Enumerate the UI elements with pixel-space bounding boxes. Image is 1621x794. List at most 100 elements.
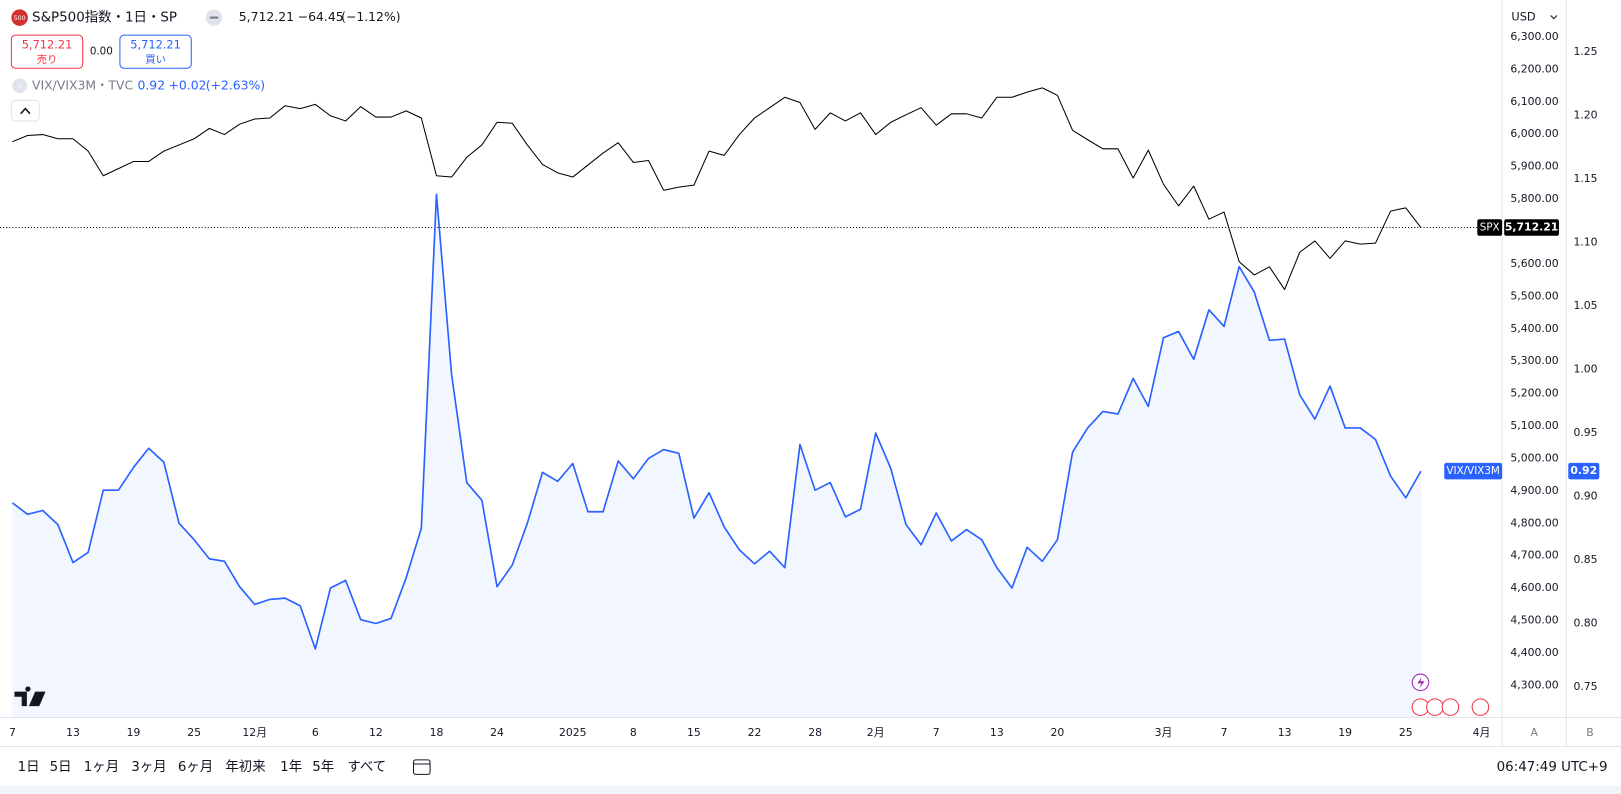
y-tick-label: 4,800.00: [1510, 516, 1558, 529]
y-tick-label: 6,300.00: [1510, 30, 1558, 43]
x-tick-label: 2025: [559, 726, 587, 739]
range-button[interactable]: 1年: [280, 759, 302, 775]
y2-tick-label: 0.85: [1573, 553, 1597, 566]
x-tick-label: 18: [430, 726, 444, 739]
price-change-pct: (−1.12%): [341, 9, 400, 24]
series-name: VIX/VIX3M: [1446, 465, 1499, 477]
axes: 4,300.00 4,400.00 4,500.00 4,600.00 4,700.00…: [9, 30, 1598, 739]
symbol-title[interactable]: S&P500指数・1日・SP: [32, 10, 177, 26]
clock[interactable]: 06:47:49 UTC+9: [1497, 760, 1608, 775]
y-tick-label: 5,900.00: [1510, 160, 1558, 173]
event-icon[interactable]: [1426, 698, 1444, 716]
range-button[interactable]: 1ヶ月: [84, 760, 119, 775]
last-value-label: 5,712.21: [1505, 221, 1559, 234]
range-button[interactable]: 年初来: [225, 759, 265, 775]
price: 5,712.21: [239, 9, 294, 24]
study-change: +0.02: [169, 77, 207, 92]
x-tick-label: 6: [312, 726, 319, 739]
y-tick-label: 4,700.00: [1510, 549, 1558, 562]
x-tick-label: 12月: [242, 726, 267, 739]
currency-button[interactable]: [1505, 6, 1564, 29]
y2-tick-label: 1.00: [1573, 363, 1597, 376]
x-tick-label: 13: [66, 726, 80, 739]
economic-events: [1411, 698, 1490, 716]
y-tick-label: 6,100.00: [1510, 95, 1558, 108]
event-icon[interactable]: [1441, 698, 1460, 716]
x-tick-label: 24: [490, 726, 504, 739]
sell-price: 5,712.21: [22, 38, 73, 52]
y-tick-label: 5,000.00: [1510, 451, 1558, 464]
axis-label[interactable]: B: [1586, 726, 1593, 739]
axis-label[interactable]: A: [1530, 726, 1538, 739]
study-icon-text: V: [17, 81, 22, 90]
range-button[interactable]: すべて: [347, 759, 386, 775]
area: [12, 194, 1421, 718]
x-tick-label: 8: [630, 726, 637, 739]
x-tick-label: 28: [808, 726, 822, 739]
event-icon[interactable]: [1471, 698, 1490, 716]
y-tick-label: 5,100.00: [1510, 419, 1558, 432]
tradingview-logo[interactable]: [14, 686, 46, 707]
buy-price: 5,712.21: [130, 38, 181, 52]
toolbar: 1日 5日 1ヶ月 3ヶ月 6ヶ月 年初来 1年 5年 すべて: [18, 759, 387, 775]
collapse-icon: [20, 107, 31, 115]
calendar-icon: [413, 759, 431, 775]
price-change: −64.45: [298, 9, 344, 24]
line: [11, 193, 1422, 650]
x-tick-label: 25: [1399, 726, 1413, 739]
last-value-badge: [1568, 462, 1600, 480]
buy-label: 買い: [145, 54, 166, 66]
x-tick-label: 19: [1338, 726, 1352, 739]
y-tick-label: 4,300.00: [1510, 678, 1558, 691]
range-button[interactable]: 5年: [312, 759, 334, 775]
spread: 0.00: [90, 46, 113, 58]
last-value-badge: [1504, 219, 1559, 236]
x-tick-label: 7: [1221, 726, 1228, 739]
y2-tick-label: 1.15: [1573, 172, 1597, 185]
y-tick-label: 6,200.00: [1510, 62, 1558, 75]
y-tick-label: 4,600.00: [1510, 581, 1558, 594]
last-value-label: 0.92: [1570, 464, 1597, 477]
range-button[interactable]: 3ヶ月: [131, 760, 166, 775]
x-tick-label: 4月: [1473, 726, 1491, 739]
collapse-button[interactable]: [10, 99, 40, 122]
x-tick-label: 2月: [867, 726, 885, 739]
y-tick-label: 5,200.00: [1510, 387, 1558, 400]
study-change-pct: (+2.63%): [206, 77, 265, 92]
x-tick-label: 7: [9, 726, 16, 739]
event-icon-bolt: [1417, 677, 1425, 689]
study-title[interactable]: VIX/VIX3M・TVC: [32, 77, 133, 92]
y2-tick-label: 1.25: [1573, 45, 1597, 58]
line: [12, 87, 1422, 291]
y-tick-label: 6,000.00: [1510, 127, 1558, 140]
x-tick-label: 15: [687, 726, 701, 739]
y-tick-label: 5,300.00: [1510, 354, 1558, 367]
series-badge: [1444, 462, 1503, 480]
sell-button[interactable]: [10, 34, 84, 69]
market-status-icon: [209, 16, 219, 19]
y-tick-label: 5,800.00: [1510, 192, 1558, 205]
y-tick-label: 4,500.00: [1510, 614, 1558, 627]
study-icon: [12, 78, 27, 94]
study-value: 0.92: [137, 77, 165, 92]
x-tick-label: 25: [187, 726, 201, 739]
buy-button[interactable]: [119, 34, 192, 69]
y2-tick-label: 0.90: [1573, 490, 1597, 503]
y-tick-label: 4,400.00: [1510, 646, 1558, 659]
x-tick-label: 22: [748, 726, 762, 739]
range-button[interactable]: 1日: [18, 760, 40, 775]
y2-tick-label: 0.80: [1573, 617, 1597, 630]
range-button[interactable]: 6ヶ月: [178, 760, 213, 775]
x-tick-label: 12: [369, 726, 383, 739]
range-button[interactable]: 5日: [50, 760, 72, 775]
x-tick-label: 13: [1278, 726, 1292, 739]
y2-tick-label: 1.05: [1573, 299, 1597, 312]
y2-tick-label: 1.10: [1573, 236, 1597, 249]
y2-tick-label: 0.75: [1573, 680, 1597, 693]
sell-label: 売り: [37, 53, 58, 66]
series-badge: [1477, 219, 1503, 236]
y2-tick-label: 0.95: [1573, 426, 1597, 439]
date-range-button[interactable]: [413, 759, 431, 775]
